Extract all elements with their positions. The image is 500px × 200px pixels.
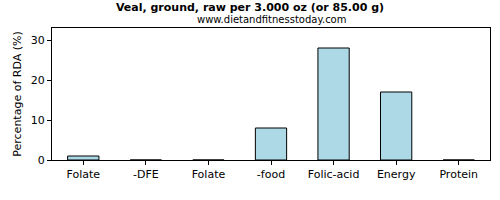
svg-text:Folate: Folate [67,168,101,181]
svg-text:30: 30 [31,34,45,47]
svg-text:Protein: Protein [439,168,478,181]
svg-text:-DFE: -DFE [133,168,159,181]
svg-text:Folate: Folate [192,168,226,181]
svg-text:10: 10 [31,114,45,127]
svg-text:Percentage of RDA (%): Percentage of RDA (%) [11,31,24,156]
svg-text:Veal, ground, raw per 3.000 oz: Veal, ground, raw per 3.000 oz (or 85.00… [116,1,384,14]
svg-text:0: 0 [38,154,45,167]
svg-text:-food: -food [257,168,285,181]
svg-text:20: 20 [31,74,45,87]
svg-text:Folic-acid: Folic-acid [308,168,360,181]
svg-text:www.dietandfitnesstoday.com: www.dietandfitnesstoday.com [197,14,346,25]
svg-text:Energy: Energy [377,168,416,181]
